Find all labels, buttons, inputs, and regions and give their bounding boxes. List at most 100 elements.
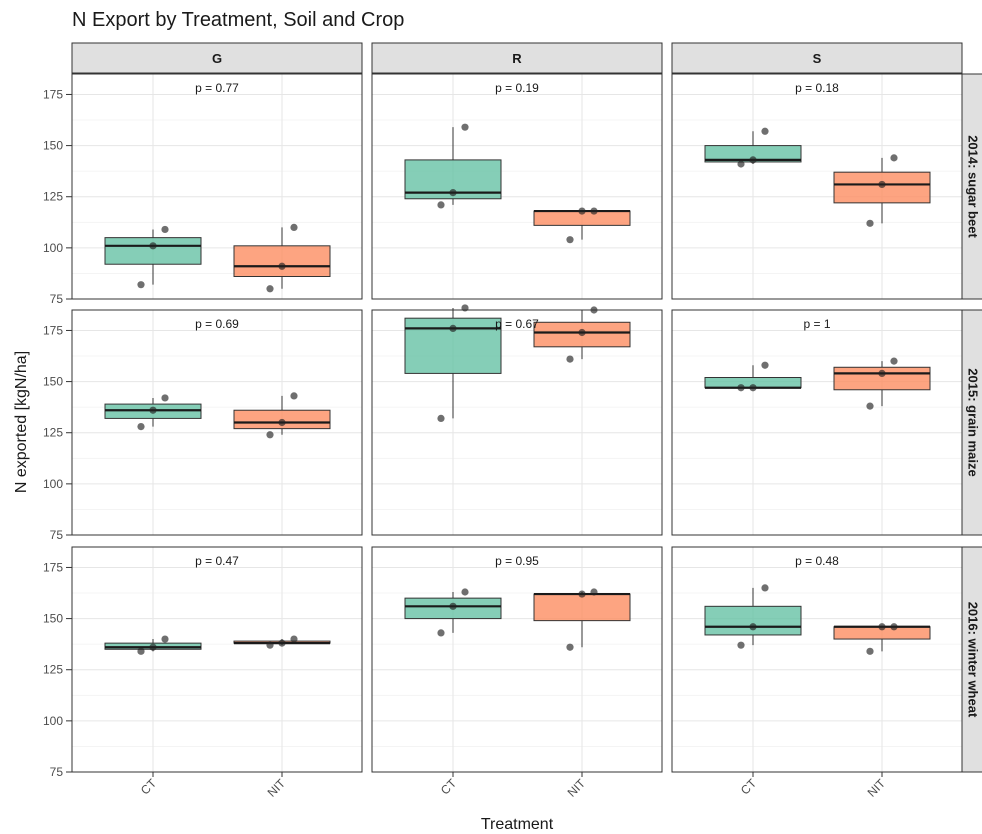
data-point	[437, 201, 445, 209]
p-value-label: p = 0.47	[195, 554, 239, 568]
data-point	[866, 219, 874, 227]
data-point	[137, 281, 145, 289]
y-tick-label: 75	[50, 765, 64, 779]
y-tick-label: 150	[43, 612, 63, 626]
p-value-label: p = 0.77	[195, 81, 239, 95]
box-iqr	[533, 593, 631, 622]
box-ct	[704, 127, 802, 168]
strip-col-g	[71, 42, 363, 74]
panel-border	[371, 546, 663, 773]
x-tick-label: CT	[738, 776, 760, 798]
panel-s-2015-grain-maize: p = 1	[671, 309, 963, 536]
x-tick-label: CT	[438, 776, 460, 798]
data-point	[761, 584, 769, 592]
panel-s-2014-sugar-beet: p = 0.18	[671, 73, 963, 300]
strip-col-s	[671, 42, 963, 74]
panel-r-2015-grain-maize: p = 0.67	[371, 304, 663, 536]
data-point	[161, 635, 169, 643]
data-point	[761, 127, 769, 135]
data-point	[737, 384, 745, 392]
panel-border	[671, 546, 963, 773]
data-point	[161, 225, 169, 234]
data-point	[749, 384, 757, 392]
data-point	[566, 643, 574, 651]
data-point	[149, 242, 157, 250]
data-point	[566, 236, 574, 244]
y-tick-label: 175	[43, 560, 63, 574]
box-ct	[704, 361, 802, 392]
y-tick-label: 175	[43, 87, 63, 101]
box-nit	[233, 223, 331, 293]
box-ct	[104, 635, 202, 655]
panel-g-2016-winter-wheat: p = 0.47	[71, 546, 363, 773]
p-value-label: p = 0.67	[495, 317, 539, 331]
strip-row-label-2014-sugar-beet: 2014: sugar beet	[966, 135, 981, 238]
strip-col-r	[371, 42, 663, 74]
panel-r-2014-sugar-beet: p = 0.19	[371, 73, 663, 300]
data-point	[137, 422, 145, 431]
y-tick-label: 150	[43, 139, 63, 153]
data-point	[278, 639, 286, 647]
panel-g-2015-grain-maize: p = 0.69	[71, 309, 363, 536]
data-point	[149, 406, 157, 414]
y-tick-label: 100	[43, 241, 63, 255]
data-point	[578, 590, 586, 598]
panel-background	[672, 310, 962, 535]
data-point	[737, 641, 745, 649]
data-point	[878, 623, 886, 631]
box-nit	[833, 154, 931, 227]
data-point	[449, 602, 457, 610]
data-point	[878, 180, 886, 189]
panel-border	[71, 73, 363, 300]
box-iqr	[104, 237, 202, 265]
data-point	[290, 635, 298, 643]
panel-background	[372, 547, 662, 772]
panel-s-2016-winter-wheat: p = 0.48	[671, 546, 963, 773]
data-point	[737, 160, 745, 168]
box-ct	[104, 225, 202, 289]
data-point	[437, 414, 445, 423]
data-point	[149, 643, 157, 651]
box-ct	[104, 394, 202, 431]
data-point	[290, 223, 298, 232]
panel-border	[71, 309, 363, 536]
data-point	[749, 156, 757, 164]
y-tick-label: 125	[43, 426, 63, 440]
x-tick-label: NIT	[565, 776, 589, 800]
y-tick-label: 100	[43, 714, 63, 728]
box-nit	[533, 306, 631, 363]
y-tick-label: 175	[43, 323, 63, 337]
box-iqr	[233, 245, 331, 277]
box-nit	[533, 207, 631, 244]
data-point	[578, 328, 586, 337]
box-nit	[833, 623, 931, 655]
data-point	[290, 392, 298, 400]
panel-border	[371, 73, 663, 300]
data-point	[161, 394, 169, 402]
box-nit	[533, 588, 631, 651]
data-point	[566, 355, 574, 363]
panel-r-2016-winter-wheat: p = 0.95	[371, 546, 663, 773]
panel-background	[72, 547, 362, 772]
y-tick-label: 100	[43, 477, 63, 491]
x-tick-label: NIT	[865, 776, 889, 800]
p-value-label: p = 1	[803, 317, 830, 331]
x-tick-label: NIT	[265, 776, 289, 800]
data-point	[278, 418, 286, 427]
strip-col-label-r: R	[512, 51, 522, 66]
box-iqr	[704, 605, 802, 636]
panel-border	[371, 309, 663, 536]
data-point	[278, 262, 286, 270]
p-value-label: p = 0.69	[195, 317, 239, 331]
data-point	[449, 324, 457, 333]
data-point	[137, 647, 145, 655]
data-point	[437, 629, 445, 637]
p-value-label: p = 0.19	[495, 81, 539, 95]
strip-col-label-g: G	[212, 51, 222, 66]
strip-row-label-2016-winter-wheat: 2016: winter wheat	[966, 602, 981, 718]
panel-border	[71, 546, 363, 773]
panel-border	[671, 309, 963, 536]
data-point	[749, 623, 757, 631]
box-ct	[404, 123, 502, 209]
panel-background	[672, 547, 962, 772]
